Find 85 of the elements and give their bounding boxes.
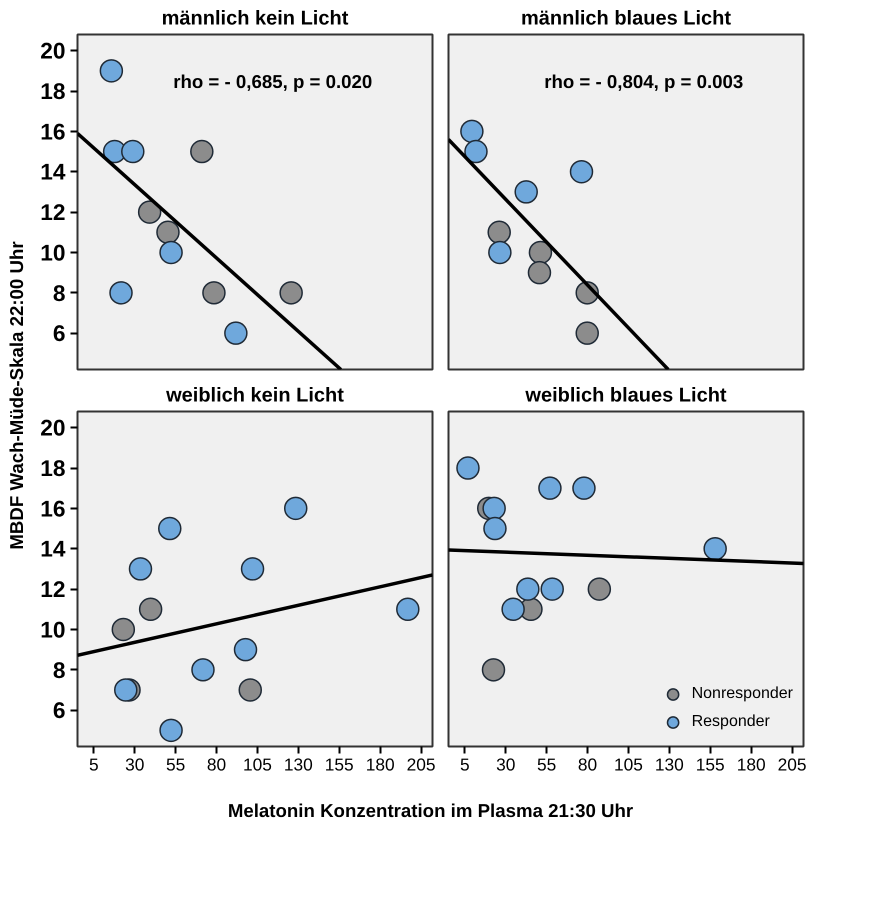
y-tick-label: 10 bbox=[40, 616, 66, 642]
point bbox=[482, 658, 506, 682]
point bbox=[109, 281, 133, 305]
point bbox=[284, 496, 308, 520]
y-tick-label: 12 bbox=[40, 199, 66, 226]
x-tick-label: 155 bbox=[696, 754, 725, 774]
point bbox=[156, 220, 180, 244]
y-tick-label: 6 bbox=[52, 697, 66, 724]
y-tick-label: 8 bbox=[52, 656, 66, 683]
point bbox=[572, 476, 596, 500]
point bbox=[460, 120, 484, 144]
point bbox=[570, 160, 594, 184]
y-tick-label: 18 bbox=[40, 78, 66, 104]
point bbox=[483, 516, 507, 540]
point bbox=[234, 638, 258, 662]
point bbox=[538, 476, 562, 500]
point bbox=[575, 321, 599, 345]
x-tick-label: 130 bbox=[654, 754, 684, 774]
x-tick-label: 80 bbox=[206, 754, 226, 774]
point bbox=[464, 140, 488, 164]
point bbox=[112, 618, 136, 642]
point bbox=[128, 557, 152, 581]
x-tick-label: 55 bbox=[537, 754, 556, 774]
y-tick-label: 20 bbox=[40, 38, 66, 64]
point bbox=[158, 516, 182, 540]
y-tick-label: 18 bbox=[40, 455, 66, 482]
x-tick-label: 205 bbox=[778, 754, 807, 774]
x-tick-label: 105 bbox=[243, 754, 272, 774]
x-tick-label: 205 bbox=[406, 754, 436, 774]
x-tick-label: 130 bbox=[284, 754, 313, 774]
point bbox=[190, 140, 214, 164]
point bbox=[482, 496, 506, 520]
x-tick-label: 180 bbox=[366, 754, 395, 774]
point bbox=[159, 240, 183, 264]
point bbox=[121, 140, 145, 164]
point bbox=[488, 240, 512, 264]
x-tick-label: 30 bbox=[496, 754, 516, 774]
x-tick-label: 155 bbox=[324, 754, 354, 774]
point bbox=[487, 220, 511, 244]
point bbox=[224, 321, 248, 345]
point bbox=[703, 537, 727, 560]
legend-label: Responder bbox=[692, 713, 770, 731]
chart-title: weiblich blaues Licht bbox=[524, 384, 727, 406]
x-tick-label: 5 bbox=[89, 754, 99, 774]
point bbox=[159, 718, 183, 742]
y-tick-label: 20 bbox=[40, 414, 66, 441]
chart-title: männlich kein Licht bbox=[162, 8, 349, 30]
x-tick-label: 180 bbox=[736, 754, 766, 774]
point bbox=[501, 598, 525, 621]
point bbox=[138, 200, 162, 224]
x-tick-label: 5 bbox=[460, 754, 470, 774]
point bbox=[138, 598, 162, 621]
y-tick-label: 10 bbox=[40, 239, 66, 266]
point bbox=[528, 240, 552, 264]
x-tick-label: 105 bbox=[614, 754, 643, 774]
point bbox=[528, 260, 552, 284]
point bbox=[588, 577, 612, 601]
x-axis-title: Melatonin Konzentration im Plasma 21:30 Uhr bbox=[228, 800, 634, 821]
y-tick-label: 16 bbox=[40, 495, 66, 522]
point bbox=[279, 281, 303, 305]
point bbox=[456, 456, 480, 480]
x-tick-label: 80 bbox=[578, 754, 598, 774]
chart-title: weiblich kein Licht bbox=[165, 384, 344, 406]
y-tick-label: 8 bbox=[52, 280, 66, 306]
annotation: rho = - 0,685, p = 0.020 bbox=[173, 70, 372, 92]
x-tick-label: 30 bbox=[125, 754, 144, 774]
y-tick-label: 12 bbox=[40, 576, 66, 602]
y-tick-label: 14 bbox=[40, 158, 66, 185]
y-axis-title: MBDF Wach-Müde-Skala 22:00 Uhr bbox=[6, 241, 27, 550]
point bbox=[516, 577, 540, 601]
annotation: rho = - 0,804, p = 0.003 bbox=[544, 70, 744, 92]
point bbox=[540, 577, 564, 601]
point bbox=[514, 180, 538, 204]
x-tick-label: 55 bbox=[166, 754, 186, 774]
point bbox=[100, 59, 124, 83]
point bbox=[202, 281, 226, 305]
point bbox=[396, 598, 420, 621]
point bbox=[238, 678, 262, 702]
point bbox=[240, 557, 264, 581]
y-tick-label: 6 bbox=[52, 320, 66, 346]
legend-label: Nonresponder bbox=[692, 685, 793, 703]
point bbox=[191, 658, 215, 682]
chart-title: männlich blaues Licht bbox=[520, 8, 732, 30]
y-tick-label: 14 bbox=[40, 536, 66, 562]
y-tick-label: 16 bbox=[40, 118, 66, 144]
